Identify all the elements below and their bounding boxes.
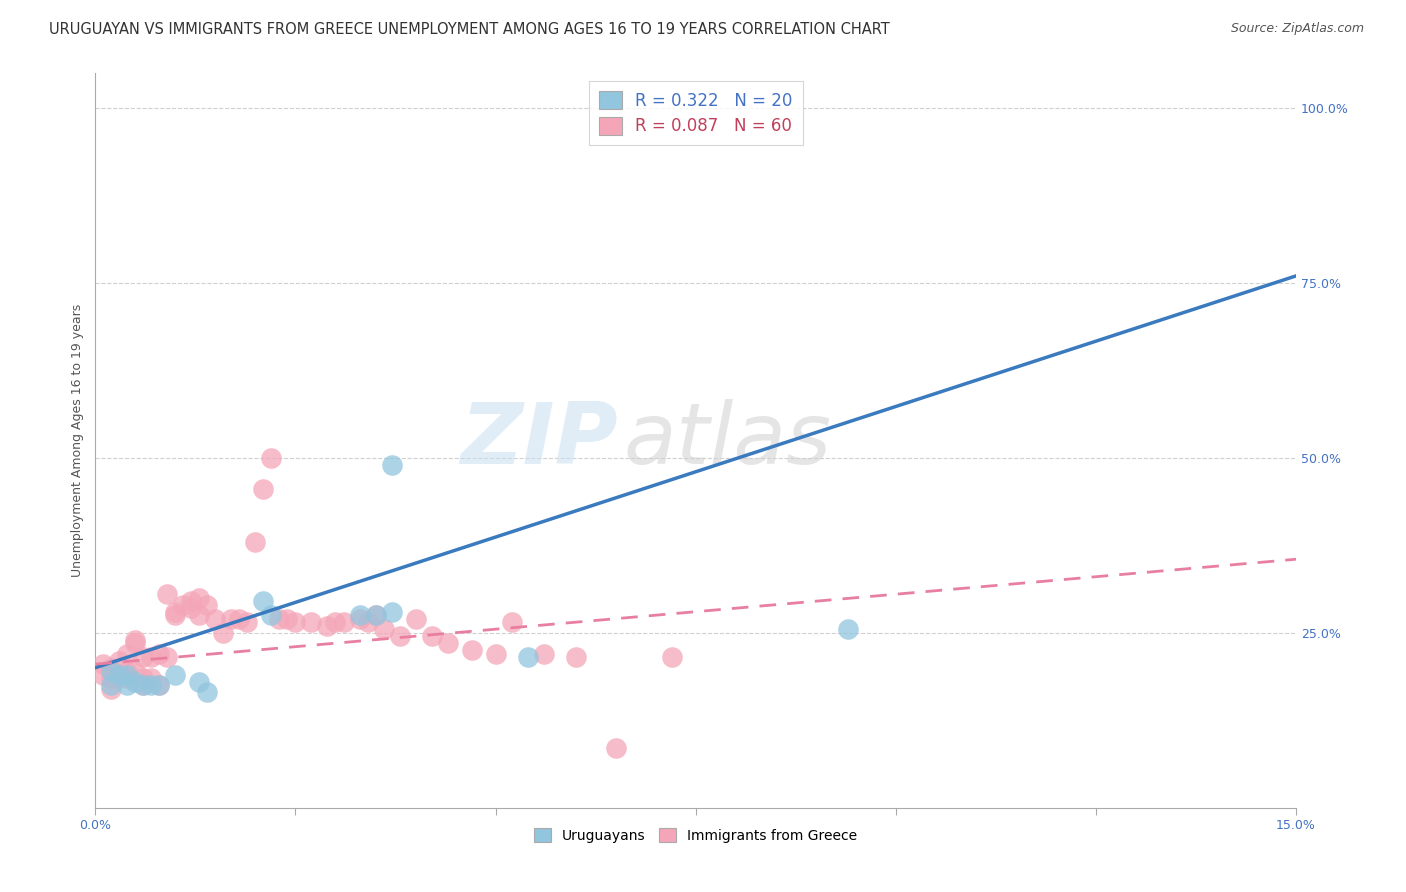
Point — [156, 587, 179, 601]
Point — [661, 650, 683, 665]
Point — [276, 612, 298, 626]
Point — [349, 612, 371, 626]
Point — [484, 647, 506, 661]
Point — [124, 664, 146, 678]
Point — [148, 647, 170, 661]
Point — [100, 678, 122, 692]
Point — [165, 667, 187, 681]
Point — [117, 664, 139, 678]
Point — [132, 678, 155, 692]
Point — [316, 618, 339, 632]
Point — [564, 650, 586, 665]
Point — [380, 458, 402, 472]
Point — [124, 632, 146, 647]
Point — [108, 654, 131, 668]
Point — [380, 605, 402, 619]
Point — [236, 615, 259, 630]
Point — [837, 622, 859, 636]
Point — [436, 636, 458, 650]
Point — [364, 608, 387, 623]
Point — [188, 608, 211, 623]
Point — [132, 650, 155, 665]
Point — [228, 612, 250, 626]
Text: Source: ZipAtlas.com: Source: ZipAtlas.com — [1230, 22, 1364, 36]
Point — [180, 601, 202, 615]
Point — [148, 678, 170, 692]
Point — [132, 671, 155, 685]
Point — [100, 681, 122, 696]
Point — [117, 667, 139, 681]
Point — [117, 671, 139, 685]
Point — [108, 667, 131, 681]
Point — [260, 450, 283, 465]
Point — [269, 612, 291, 626]
Text: ZIP: ZIP — [460, 399, 617, 482]
Point — [364, 608, 387, 623]
Point — [260, 608, 283, 623]
Text: atlas: atlas — [624, 399, 832, 482]
Point — [221, 612, 243, 626]
Point — [188, 591, 211, 605]
Point — [124, 636, 146, 650]
Legend: R = 0.322   N = 20, R = 0.087   N = 60: R = 0.322 N = 20, R = 0.087 N = 60 — [589, 81, 803, 145]
Point — [197, 685, 219, 699]
Text: URUGUAYAN VS IMMIGRANTS FROM GREECE UNEMPLOYMENT AMONG AGES 16 TO 19 YEARS CORRE: URUGUAYAN VS IMMIGRANTS FROM GREECE UNEM… — [49, 22, 890, 37]
Point — [605, 741, 627, 756]
Point — [156, 650, 179, 665]
Point — [188, 674, 211, 689]
Point — [332, 615, 354, 630]
Point — [100, 661, 122, 675]
Point — [93, 667, 115, 681]
Point — [117, 678, 139, 692]
Point — [172, 598, 194, 612]
Point — [100, 671, 122, 685]
Point — [165, 608, 187, 623]
Point — [93, 657, 115, 672]
Point — [516, 650, 538, 665]
Point — [388, 629, 411, 643]
Point — [141, 678, 163, 692]
Point — [460, 643, 482, 657]
Point — [204, 612, 226, 626]
Point — [124, 674, 146, 689]
Point — [533, 647, 555, 661]
Point — [405, 612, 427, 626]
Point — [501, 615, 523, 630]
Y-axis label: Unemployment Among Ages 16 to 19 years: Unemployment Among Ages 16 to 19 years — [72, 303, 84, 577]
Point — [356, 615, 378, 630]
Point — [212, 625, 235, 640]
Point — [117, 647, 139, 661]
Point — [325, 615, 347, 630]
Point — [165, 605, 187, 619]
Point — [420, 629, 443, 643]
Point — [349, 608, 371, 623]
Point — [373, 622, 395, 636]
Point — [132, 678, 155, 692]
Point — [148, 678, 170, 692]
Point — [100, 664, 122, 678]
Point — [301, 615, 323, 630]
Point — [245, 534, 267, 549]
Point — [180, 594, 202, 608]
Point — [108, 671, 131, 685]
Point — [252, 482, 274, 496]
Point — [252, 594, 274, 608]
Point — [197, 598, 219, 612]
Point — [141, 650, 163, 665]
Point — [284, 615, 307, 630]
Point — [141, 671, 163, 685]
